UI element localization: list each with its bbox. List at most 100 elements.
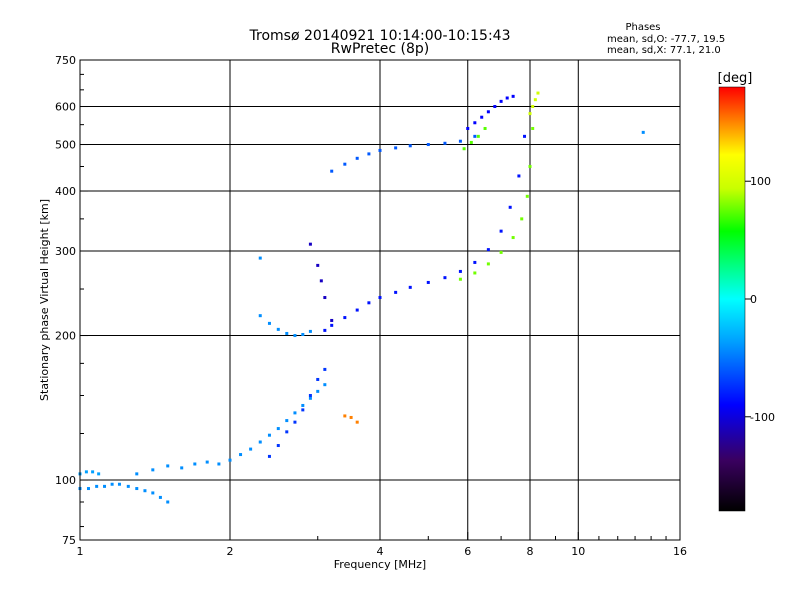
data-point: [151, 468, 155, 472]
data-point: [426, 280, 430, 284]
data-point: [523, 134, 527, 138]
data-point: [486, 262, 490, 266]
y-tick-label: 300: [55, 245, 76, 258]
scatter-points: [78, 91, 645, 504]
data-point: [126, 484, 130, 488]
data-point: [517, 174, 521, 178]
data-point: [316, 389, 320, 393]
data-point: [349, 415, 353, 419]
data-point: [267, 454, 271, 458]
colorbar: [718, 86, 746, 512]
data-point: [525, 194, 529, 198]
data-point: [505, 96, 509, 100]
data-point: [355, 156, 359, 160]
data-point: [499, 99, 503, 103]
data-point: [493, 105, 497, 109]
data-point: [258, 256, 262, 260]
data-point: [239, 453, 243, 457]
y-tick-label: 200: [55, 330, 76, 343]
x-tick-label: 8: [527, 545, 534, 558]
data-point: [511, 94, 515, 98]
data-point: [473, 271, 477, 275]
data-point: [531, 126, 535, 130]
data-point: [276, 327, 280, 331]
x-tick-label: 2: [227, 545, 234, 558]
data-point: [258, 440, 262, 444]
data-point: [330, 169, 334, 173]
data-point: [533, 98, 537, 102]
y-tick-label: 750: [55, 54, 76, 67]
data-point: [641, 130, 645, 134]
data-point: [285, 419, 289, 423]
data-point: [301, 403, 305, 407]
data-point: [151, 491, 155, 495]
stats-heading: Phases: [625, 22, 660, 33]
y-axis-label: Stationary phase Virtual Height [km]: [38, 199, 51, 401]
colorbar-tick-label: -100: [750, 411, 775, 424]
data-point: [408, 144, 412, 148]
colorbar-label: [deg]: [718, 71, 753, 86]
data-point: [86, 487, 90, 491]
data-point: [143, 489, 147, 493]
x-tick-label: 1: [77, 545, 84, 558]
data-point: [258, 314, 262, 318]
data-point: [378, 296, 382, 300]
data-point: [528, 164, 532, 168]
data-point: [473, 260, 477, 264]
data-point: [323, 296, 327, 300]
data-point: [84, 470, 88, 474]
data-point: [95, 484, 99, 488]
data-point: [343, 414, 347, 418]
data-point: [117, 482, 121, 486]
grid: [80, 60, 680, 540]
data-point: [466, 126, 470, 130]
data-point: [97, 472, 101, 476]
data-point: [330, 323, 334, 327]
x-tick-label: 6: [464, 545, 471, 558]
data-point: [458, 139, 462, 143]
data-point: [308, 394, 312, 398]
data-point: [458, 277, 462, 281]
data-point: [367, 152, 371, 156]
data-point: [180, 466, 184, 470]
data-point: [205, 460, 209, 464]
data-point: [316, 263, 320, 267]
data-point: [528, 112, 532, 116]
data-point: [166, 464, 170, 468]
data-point: [426, 143, 430, 147]
data-point: [193, 462, 197, 466]
data-point: [285, 430, 289, 434]
data-point: [499, 229, 503, 233]
data-point: [323, 383, 327, 387]
data-point: [276, 427, 280, 431]
y-tick-label: 400: [55, 185, 76, 198]
data-point: [508, 205, 512, 209]
data-point: [135, 487, 139, 491]
data-point: [267, 433, 271, 437]
colorbar-tick-label: 100: [750, 175, 771, 188]
data-point: [355, 420, 359, 424]
data-point: [135, 472, 139, 476]
data-point: [293, 420, 297, 424]
data-point: [531, 105, 535, 109]
data-point: [166, 500, 170, 504]
data-point: [319, 279, 323, 283]
data-point: [316, 377, 320, 381]
data-point: [367, 301, 371, 305]
data-point: [469, 140, 473, 144]
data-point: [511, 236, 515, 240]
data-point: [394, 146, 398, 150]
data-point: [308, 396, 312, 400]
data-point: [355, 308, 359, 312]
chart-title: Tromsø 20140921 10:14:00-10:15:43: [249, 28, 511, 44]
data-point: [228, 458, 232, 462]
data-point: [276, 444, 280, 448]
data-point: [330, 318, 334, 322]
data-point: [323, 328, 327, 332]
colorbar-tick-label: 0: [750, 293, 757, 306]
data-point: [110, 482, 114, 486]
y-tick-label: 75: [62, 534, 76, 547]
y-tick-label: 500: [55, 139, 76, 152]
data-point: [480, 115, 484, 119]
